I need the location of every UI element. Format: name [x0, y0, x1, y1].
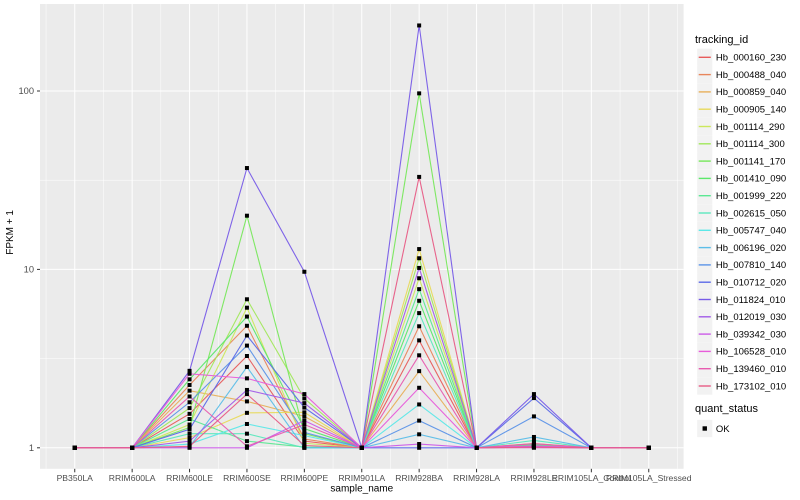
svg-text:Hb_007810_140: Hb_007810_140: [716, 260, 786, 271]
svg-text:Hb_001114_290: Hb_001114_290: [716, 122, 785, 133]
svg-text:Hb_001999_220: Hb_001999_220: [716, 191, 786, 202]
svg-text:Hb_001114_300: Hb_001114_300: [716, 139, 785, 150]
svg-text:Hb_106528_010: Hb_106528_010: [716, 347, 786, 358]
svg-text:Hb_000859_040: Hb_000859_040: [716, 87, 786, 98]
svg-text:PB350LA: PB350LA: [57, 473, 94, 483]
svg-text:RRIM600SE: RRIM600SE: [223, 473, 271, 483]
svg-text:Hb_012019_030: Hb_012019_030: [716, 312, 786, 323]
svg-text:Hb_011824_010: Hb_011824_010: [716, 295, 786, 306]
svg-text:RRIM105LA_Stressed: RRIM105LA_Stressed: [606, 473, 692, 483]
svg-text:RRIM901LA: RRIM901LA: [338, 473, 385, 483]
svg-text:FPKM + 1: FPKM + 1: [5, 210, 16, 255]
svg-text:Hb_002615_050: Hb_002615_050: [716, 208, 786, 219]
svg-text:Hb_005747_040: Hb_005747_040: [716, 226, 786, 237]
svg-text:1: 1: [29, 443, 34, 453]
svg-text:RRIM600LE: RRIM600LE: [166, 473, 213, 483]
svg-text:RRIM928BA: RRIM928BA: [395, 473, 443, 483]
svg-text:Hb_000905_140: Hb_000905_140: [716, 105, 786, 116]
svg-text:Hb_173102_010: Hb_173102_010: [716, 381, 786, 392]
svg-text:RRIM600LA: RRIM600LA: [109, 473, 156, 483]
svg-text:RRIM928LE: RRIM928LE: [511, 473, 558, 483]
svg-text:OK: OK: [716, 424, 730, 435]
svg-text:sample_name: sample_name: [330, 484, 393, 495]
svg-text:Hb_000160_230: Hb_000160_230: [716, 53, 786, 64]
svg-text:quant_status: quant_status: [695, 403, 758, 415]
svg-text:Hb_039342_030: Hb_039342_030: [716, 329, 786, 340]
svg-text:Hb_139460_010: Hb_139460_010: [716, 364, 786, 375]
svg-text:100: 100: [18, 86, 34, 96]
svg-text:RRIM928LA: RRIM928LA: [453, 473, 500, 483]
svg-text:10: 10: [24, 265, 34, 275]
svg-text:Hb_000488_040: Hb_000488_040: [716, 70, 786, 81]
svg-text:Hb_001141_170: Hb_001141_170: [716, 156, 786, 167]
svg-text:Hb_006196_020: Hb_006196_020: [716, 243, 786, 254]
svg-text:Hb_001410_090: Hb_001410_090: [716, 174, 786, 185]
svg-text:tracking_id: tracking_id: [695, 34, 748, 46]
svg-text:RRIM600PE: RRIM600PE: [280, 473, 328, 483]
svg-text:Hb_010712_020: Hb_010712_020: [716, 278, 786, 289]
